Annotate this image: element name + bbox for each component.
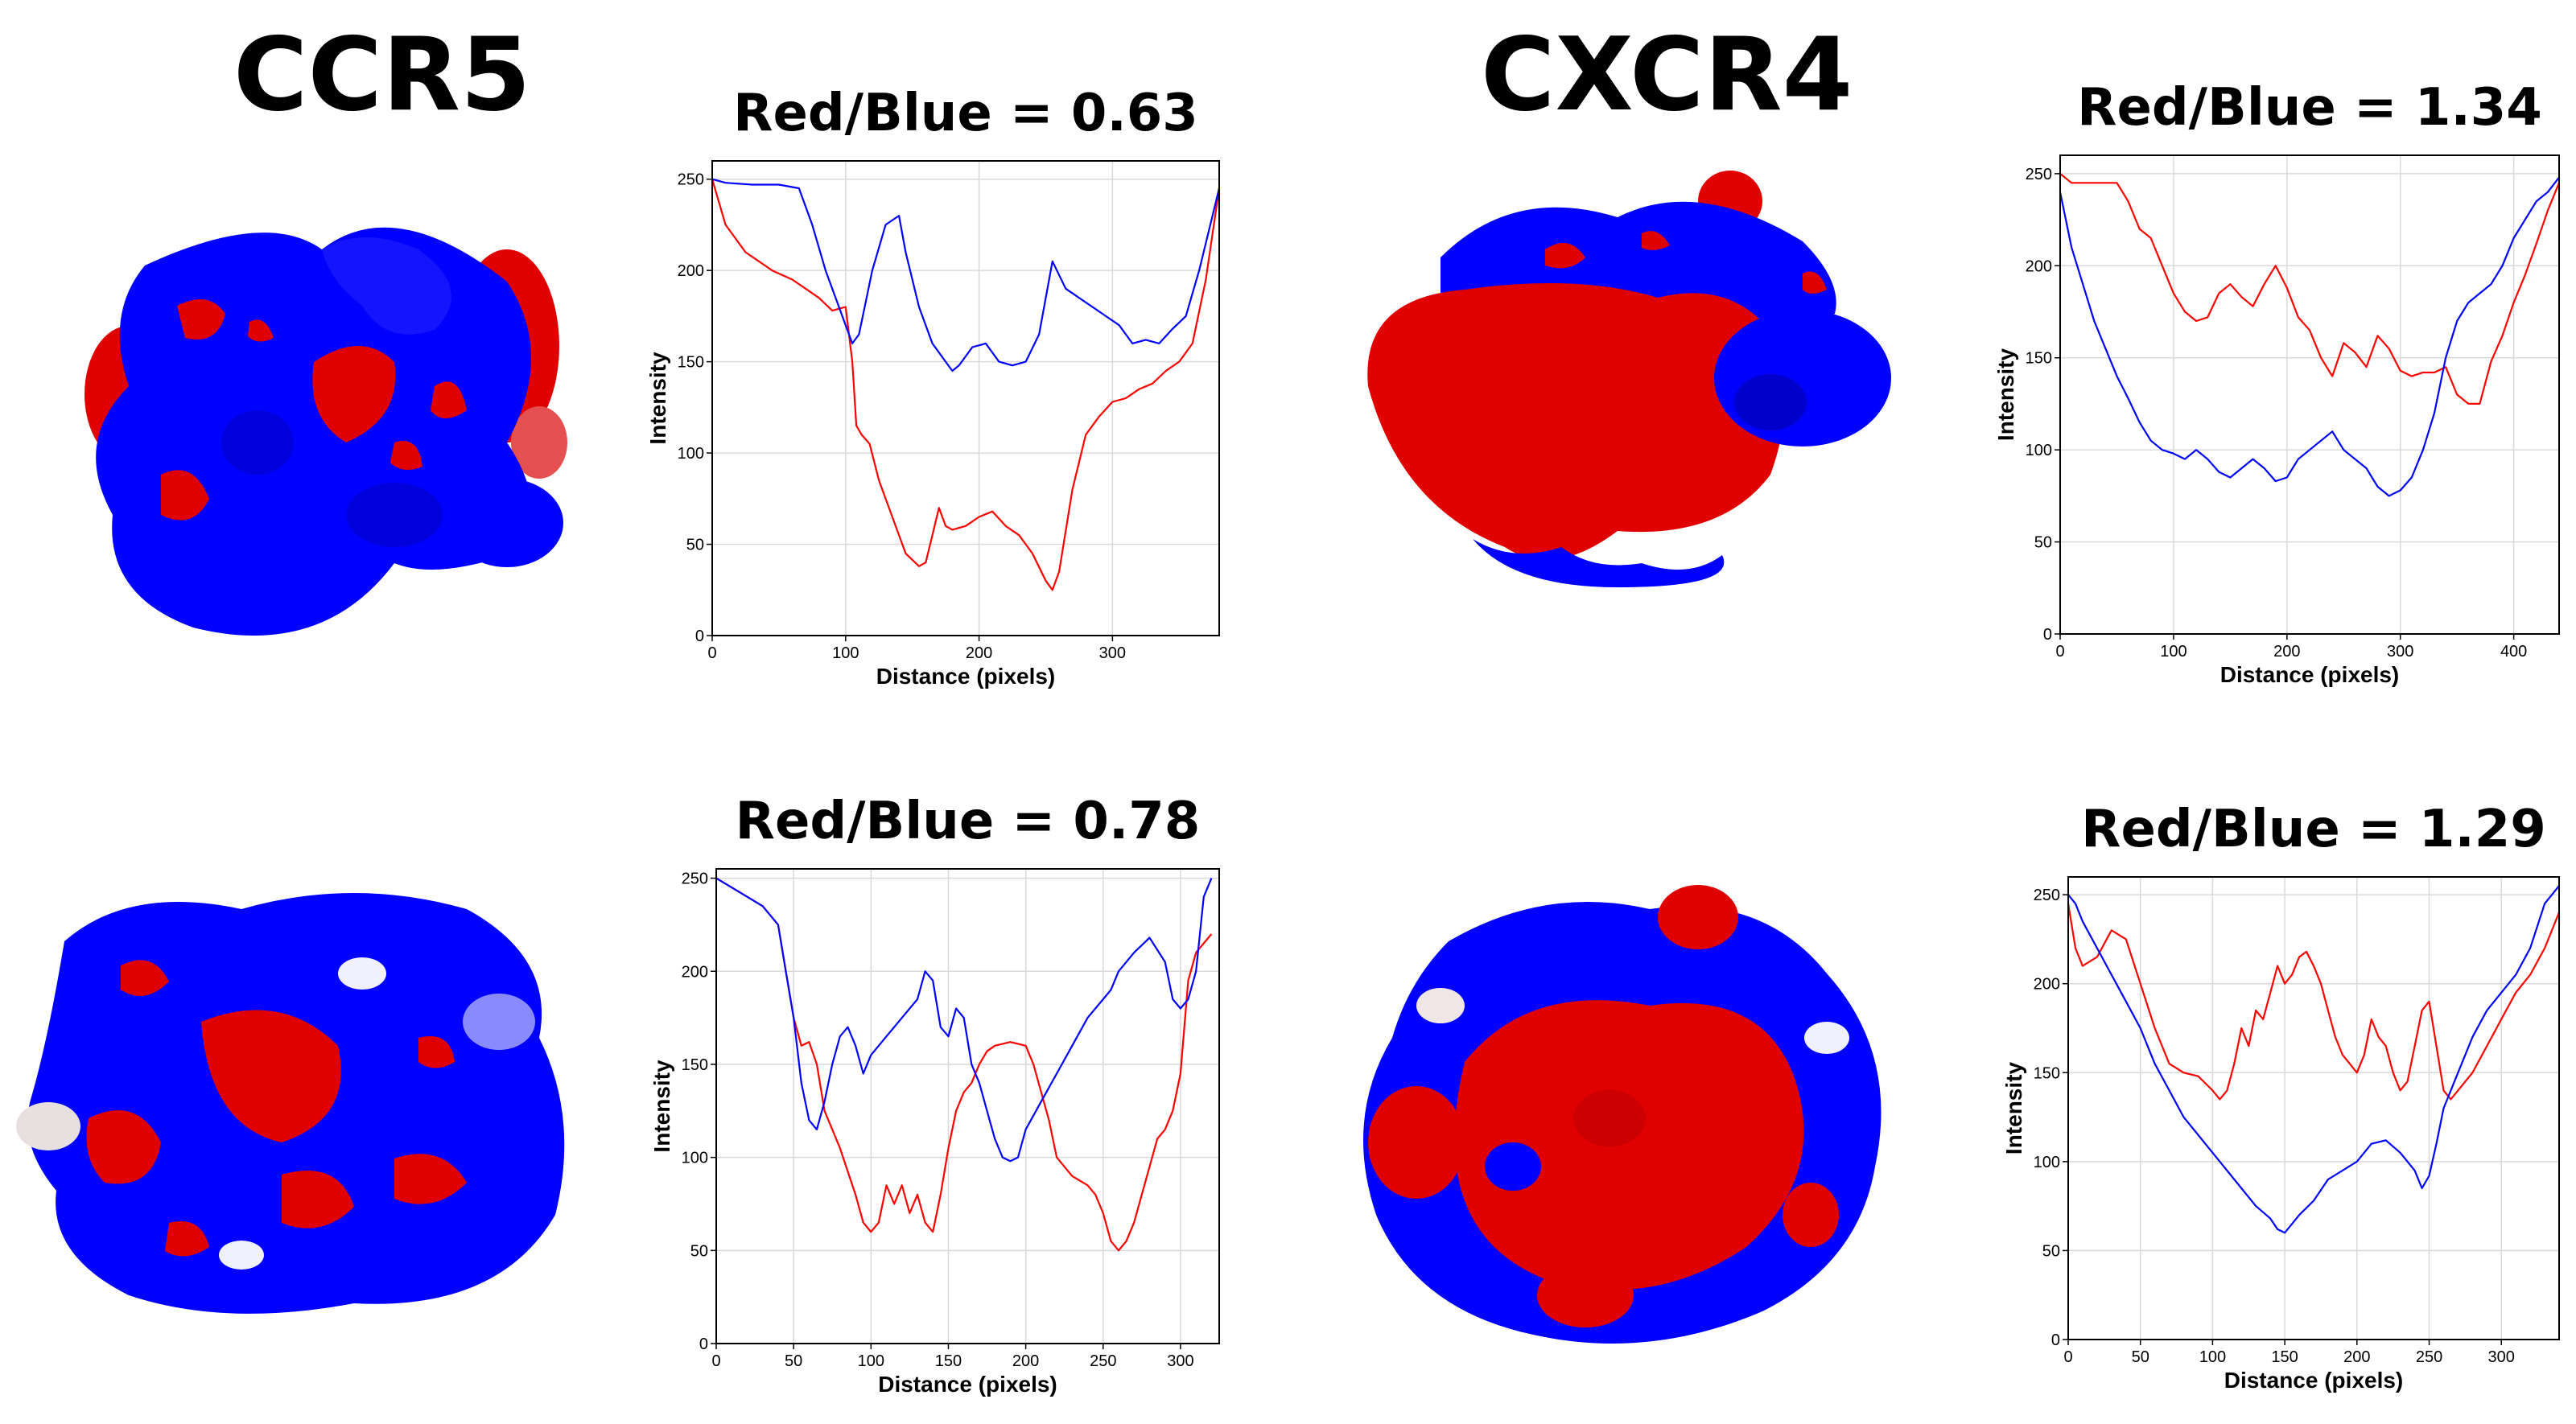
y-tick-label: 150 [682, 1056, 708, 1074]
line-chart-cxcr4-electrostatic: Red/Blue = 1.29 0 50 100 150 200 250 300 0 50 100 1… [1947, 776, 2576, 1404]
x-tick-label: 100 [858, 1352, 884, 1370]
y-axis-title: Intensity [2001, 1062, 2026, 1155]
x-tick-label: 400 [2500, 643, 2527, 661]
blue-series-line [711, 178, 1221, 372]
y-tick-label: 250 [2034, 887, 2060, 904]
y-tick-label: 0 [2043, 626, 2052, 644]
y-tick-label: 50 [2042, 1242, 2060, 1260]
x-tick-label: 200 [966, 644, 992, 662]
y-tick-label: 100 [682, 1150, 708, 1167]
y-axis-title: Intensity [649, 1060, 674, 1153]
y-tick-label: 50 [690, 1242, 708, 1260]
y-tick-label: 200 [678, 262, 704, 280]
y-tick-label: 0 [695, 628, 704, 645]
x-tick-label: 100 [832, 644, 859, 662]
x-tick-label: 150 [2271, 1348, 2298, 1366]
chart-title: Red/Blue = 1.34 [2077, 78, 2542, 138]
y-tick-label: 50 [2034, 534, 2052, 552]
x-tick-label: 200 [1012, 1352, 1039, 1370]
protein-title-cxcr4: CXCR4 [1481, 15, 1853, 134]
plot-frame [2067, 876, 2560, 1340]
chart-title: Red/Blue = 1.29 [2081, 800, 2546, 859]
x-tick-label: 0 [707, 644, 716, 662]
y-tick-label: 250 [682, 870, 708, 888]
ccr5-isosurface-image [56, 177, 571, 660]
x-axis-title: Distance (pixels) [878, 1372, 1057, 1397]
x-tick-label: 200 [2343, 1348, 2370, 1366]
line-chart-ccr5-isosurface: Red/Blue = 0.63 0 100 200 300 0 50 100 150 200 250… [644, 76, 1243, 700]
cxcr4-electrostatic-surface-image [1344, 877, 1899, 1360]
x-axis-title: Distance (pixels) [2224, 1368, 2404, 1393]
x-tick-label: 50 [2132, 1348, 2149, 1366]
protein-title-ccr5: CCR5 [233, 15, 531, 134]
red-series-line [2059, 173, 2561, 405]
y-tick-label: 150 [2026, 350, 2052, 368]
x-axis-title: Distance (pixels) [2220, 662, 2400, 687]
y-tick-label: 0 [2051, 1331, 2060, 1349]
y-tick-label: 200 [2034, 976, 2060, 994]
y-tick-label: 200 [682, 963, 708, 981]
y-axis-title: Intensity [645, 352, 670, 445]
x-tick-label: 250 [2416, 1348, 2442, 1366]
y-tick-label: 250 [2026, 166, 2052, 183]
y-tick-label: 100 [678, 445, 704, 463]
chart-title: Red/Blue = 0.63 [733, 84, 1198, 143]
x-tick-label: 300 [2387, 643, 2413, 661]
plot-frame [715, 868, 1220, 1344]
line-chart-ccr5-electrostatic: Red/Blue = 0.78 0 50 100 150 200 250 300 0 50 100 1… [644, 776, 1243, 1408]
line-chart-cxcr4-isosurface: Red/Blue = 1.34 0 100 200 300 400 0 50 100 150 200… [1947, 44, 2576, 698]
x-tick-label: 100 [2160, 643, 2187, 661]
y-tick-label: 100 [2026, 442, 2052, 459]
ccr5-electrostatic-surface-image [16, 877, 579, 1327]
plot-frame [711, 160, 1220, 636]
y-tick-label: 150 [2034, 1064, 2060, 1082]
plot-frame [2059, 154, 2560, 635]
x-tick-label: 300 [2488, 1348, 2515, 1366]
y-tick-label: 250 [678, 171, 704, 189]
y-tick-label: 100 [2034, 1154, 2060, 1171]
x-tick-label: 50 [785, 1352, 802, 1370]
cxcr4-isosurface-image [1352, 161, 1931, 595]
x-tick-label: 100 [2199, 1348, 2226, 1366]
x-tick-label: 300 [1099, 644, 1126, 662]
x-tick-label: 0 [2055, 643, 2064, 661]
blue-series-line [2059, 176, 2560, 497]
y-tick-label: 150 [678, 354, 704, 372]
y-tick-label: 200 [2026, 257, 2052, 275]
red-series-line [2067, 903, 2561, 1101]
x-tick-label: 0 [711, 1352, 720, 1370]
y-axis-title: Intensity [1993, 348, 2018, 442]
x-tick-label: 200 [2273, 643, 2300, 661]
x-axis-title: Distance (pixels) [876, 664, 1056, 689]
x-tick-label: 150 [935, 1352, 962, 1370]
chart-title: Red/Blue = 0.78 [736, 792, 1201, 851]
x-tick-label: 0 [2063, 1348, 2072, 1366]
y-tick-label: 50 [686, 537, 704, 554]
blue-series-line [715, 877, 1213, 1163]
x-tick-label: 250 [1090, 1352, 1116, 1370]
x-tick-label: 300 [1167, 1352, 1193, 1370]
red-series-line [711, 179, 1221, 591]
y-tick-label: 0 [699, 1336, 708, 1353]
blue-series-line [2067, 885, 2560, 1234]
